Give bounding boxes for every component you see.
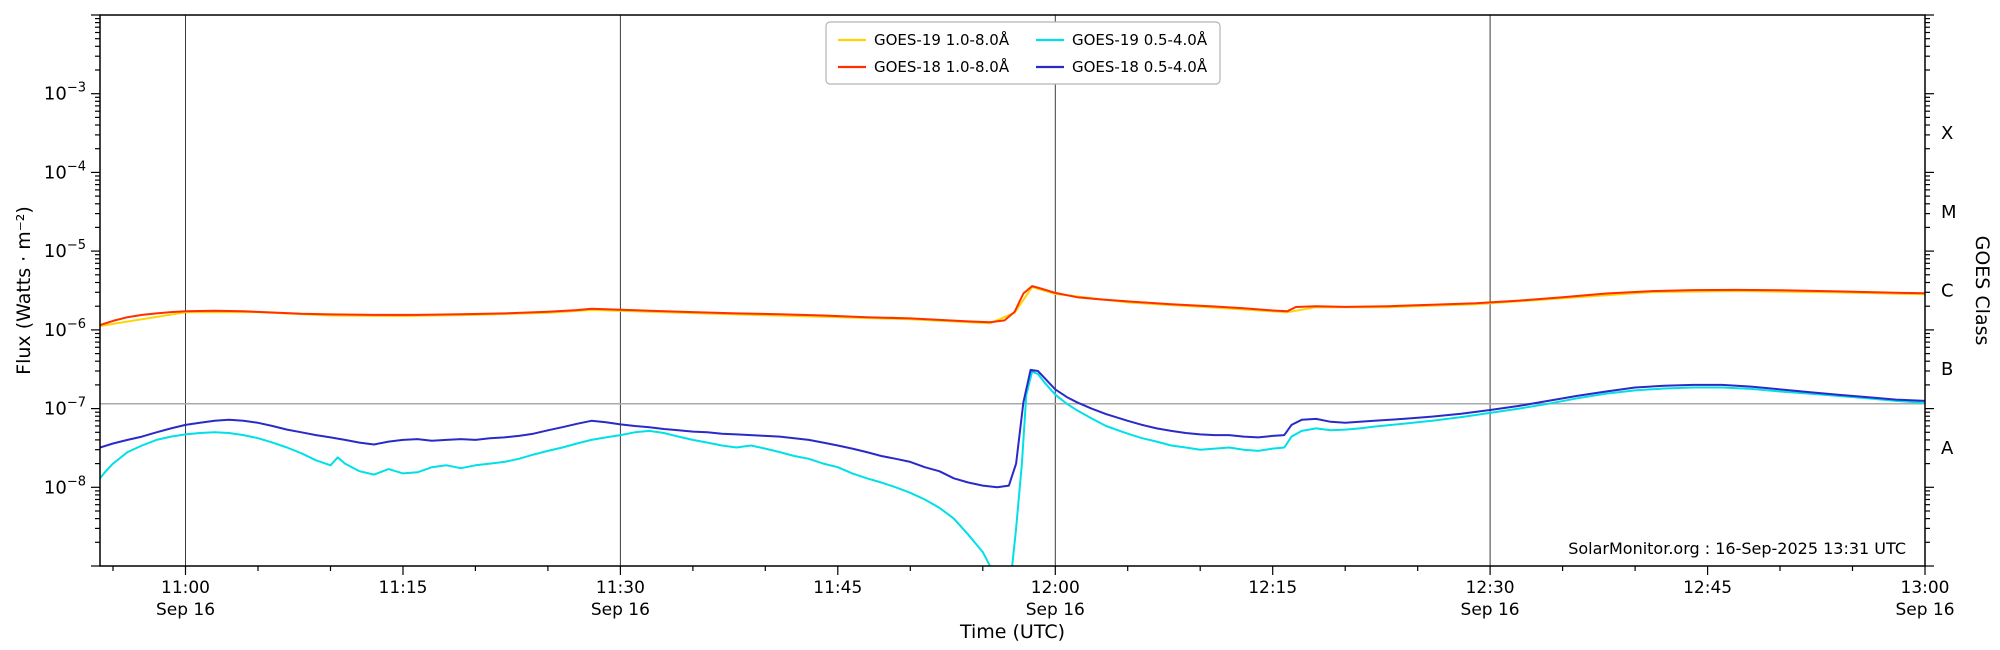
y-tick-label: 10−8 xyxy=(44,474,86,498)
series-goes-18-0.5-4.0a-line xyxy=(100,368,1925,489)
legend-label: GOES-19 1.0-8.0Å xyxy=(874,30,1010,49)
x-tick-label: 12:00 xyxy=(1031,578,1080,598)
y-axis-title: Flux (Watts · m⁻²) xyxy=(13,206,35,375)
series-goes-18-1.0-8.0a-line xyxy=(100,285,1925,327)
x-tick-label: 12:45 xyxy=(1683,578,1732,598)
x-tick-label: 11:45 xyxy=(813,578,862,598)
right-y-axis-title: GOES Class xyxy=(1971,236,1993,346)
vertical-gridlines xyxy=(185,15,1491,566)
x-tick-label: 12:30 xyxy=(1466,578,1515,598)
legend-box xyxy=(825,21,1221,85)
x-tick-label: 12:15 xyxy=(1248,578,1297,598)
x-tick-label: 13:00 xyxy=(1901,578,1950,598)
plot-frame xyxy=(99,14,1926,567)
x-tick-date-label: Sep 16 xyxy=(1895,600,1954,620)
x-tick-label: 11:00 xyxy=(161,578,210,598)
x-tick-label: 11:30 xyxy=(596,578,645,598)
y-tick-label: 10−5 xyxy=(44,238,86,262)
x-tick-date-label: Sep 16 xyxy=(1026,600,1085,620)
series-goes-19-0.5-4.0a-line xyxy=(100,370,1925,566)
x-tick-date-label: Sep 16 xyxy=(156,600,215,620)
y-tick-label: 10−4 xyxy=(44,159,86,183)
legend-label: GOES-18 0.5-4.0Å xyxy=(1072,57,1208,76)
legend-label: GOES-19 0.5-4.0Å xyxy=(1072,30,1208,49)
solarmonitor-watermark: SolarMonitor.org : 16-Sep-2025 13:31 UTC xyxy=(1568,539,1906,558)
y-tick-label: 10−3 xyxy=(44,81,86,105)
y-tick-label: 10−7 xyxy=(44,396,86,420)
goes-class-label: B xyxy=(1941,359,1953,380)
goes-class-label: A xyxy=(1941,438,1954,459)
legend-label: GOES-18 1.0-8.0Å xyxy=(874,57,1010,76)
series-lines xyxy=(100,285,1925,566)
legend: GOES-19 1.0-8.0Å GOES-18 1.0-8.0Å GOES-19 … xyxy=(825,21,1221,85)
goes-class-label: M xyxy=(1941,202,1957,223)
x-axis-title: Time (UTC) xyxy=(959,621,1065,643)
x-tick-date-label: Sep 16 xyxy=(591,600,650,620)
y-axis-labels: 10−3 10−4 10−5 10−6 10−7 10−8 X M C B A xyxy=(44,81,1957,499)
y-tick-label: 10−6 xyxy=(44,317,86,341)
goes-class-label: C xyxy=(1941,281,1954,302)
goes-class-label: X xyxy=(1941,123,1953,144)
axis-ticks xyxy=(91,14,1934,575)
x-tick-label: 11:15 xyxy=(379,578,428,598)
x-tick-date-label: Sep 16 xyxy=(1461,600,1520,620)
